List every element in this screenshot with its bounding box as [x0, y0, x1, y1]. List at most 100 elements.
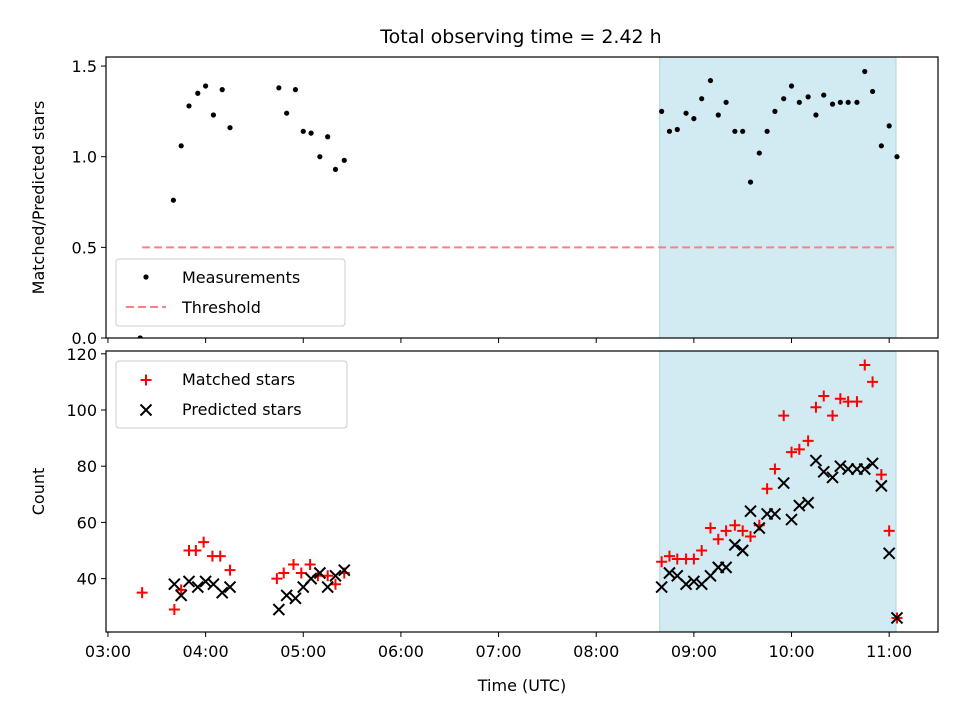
- point-measurements: [862, 68, 868, 75]
- point-predicted-stars: [785, 513, 798, 526]
- point-predicted-stars: [191, 580, 205, 594]
- y-tick-label: 1.5: [72, 57, 97, 76]
- legend-label-matched: Matched stars: [182, 370, 295, 389]
- point-predicted-stars: [793, 499, 806, 512]
- point-predicted-stars: [223, 580, 237, 594]
- point-predicted-stars: [744, 504, 757, 518]
- legend-label-predicted: Predicted stars: [182, 400, 302, 419]
- point-predicted-stars: [329, 569, 342, 583]
- point-predicted-stars: [272, 603, 286, 616]
- point-predicted-stars: [304, 572, 318, 585]
- point-predicted-stars: [817, 465, 830, 479]
- point-matched-stars: [818, 390, 830, 402]
- point-matched-stars: [778, 410, 790, 422]
- point-predicted-stars: [199, 575, 212, 588]
- x-tick-label: 05:00: [280, 642, 326, 661]
- point-measurements: [715, 112, 721, 118]
- point-predicted-stars: [280, 589, 293, 602]
- point-measurements: [723, 99, 729, 105]
- point-matched-stars: [851, 396, 863, 408]
- point-matched-stars: [875, 469, 887, 481]
- point-predicted-stars: [663, 566, 676, 580]
- point-measurements: [699, 96, 705, 102]
- x-tick-label: 09:00: [671, 642, 717, 661]
- axes-frame: [105, 56, 939, 339]
- point-measurements: [292, 87, 299, 93]
- point-measurements: [325, 134, 331, 140]
- point-matched-stars: [737, 525, 749, 537]
- point-matched-stars: [793, 443, 805, 455]
- count-panel: 40 60 80 100 120 03:00 04:00 05:00 06:00 07:00 08:…: [29, 345, 939, 695]
- y-tick-label: 40: [77, 570, 97, 589]
- point-measurements: [227, 125, 233, 131]
- point-predicted-stars: [719, 561, 733, 574]
- point-matched-stars: [827, 410, 839, 422]
- point-measurements: [878, 143, 884, 149]
- legend-box: [115, 360, 348, 429]
- point-predicted-stars: [321, 580, 334, 594]
- point-predicted-stars: [736, 544, 749, 557]
- legend-box: [115, 258, 346, 327]
- point-matched-stars: [198, 536, 210, 548]
- ratio-panel: 0.0 0.5 1.0 1.5 Matched/Predicted stars Measu…: [29, 56, 939, 348]
- point-matched-stars: [688, 553, 700, 565]
- x-tick-label: 06:00: [378, 642, 424, 661]
- point-matched-stars: [720, 525, 732, 537]
- point-predicted-stars: [841, 462, 855, 476]
- legend-label-threshold: Threshold: [181, 298, 261, 317]
- point-measurements: [300, 128, 306, 134]
- point-measurements: [781, 96, 787, 102]
- point-measurements: [203, 83, 209, 89]
- point-measurements: [764, 128, 770, 134]
- point-matched-stars: [304, 559, 316, 571]
- point-matched-stars: [712, 533, 724, 545]
- point-matched-stars: [834, 393, 846, 405]
- legend-marker-predicted: [139, 403, 153, 417]
- point-matched-stars: [859, 359, 871, 371]
- point-measurements: [674, 126, 680, 133]
- point-predicted-stars: [728, 538, 742, 552]
- point-matched-stars: [190, 545, 202, 557]
- point-predicted-stars: [834, 460, 847, 473]
- point-predicted-stars: [174, 589, 188, 602]
- point-predicted-stars: [289, 592, 302, 605]
- point-matched-stars: [136, 587, 148, 599]
- y-tick-label: 100: [66, 401, 97, 420]
- point-predicted-stars: [809, 454, 823, 467]
- point-measurements: [886, 123, 892, 129]
- point-matched-stars: [696, 545, 708, 557]
- point-predicted-stars: [882, 547, 896, 560]
- point-matched-stars: [769, 463, 781, 475]
- y-tick-label: 0.0: [72, 329, 97, 348]
- point-matched-stars: [175, 584, 187, 596]
- point-measurements: [666, 128, 673, 134]
- point-measurements: [341, 157, 347, 163]
- point-measurements: [813, 112, 819, 118]
- data-points: [137, 68, 900, 338]
- point-predicted-stars: [753, 521, 766, 535]
- point-measurements: [178, 143, 184, 149]
- shaded-observing-window: [659, 350, 897, 633]
- point-predicted-stars: [182, 575, 196, 588]
- point-predicted-stars: [338, 563, 351, 577]
- shaded-observing-window: [659, 56, 897, 339]
- y-tick-label: 80: [77, 457, 97, 476]
- point-predicted-stars: [215, 586, 229, 599]
- point-matched-stars: [867, 376, 879, 388]
- point-predicted-stars: [826, 471, 839, 484]
- point-measurements: [332, 166, 339, 172]
- point-matched-stars: [729, 519, 741, 531]
- point-measurements: [195, 90, 201, 96]
- legend-marker-measurements: [143, 274, 149, 280]
- point-measurements: [869, 88, 876, 95]
- x-tick-label: 03:00: [85, 642, 131, 661]
- y-tick-label: 1.0: [72, 148, 97, 167]
- point-matched-stars: [224, 564, 236, 576]
- point-measurements: [276, 85, 282, 91]
- y-tick-label: 0.5: [72, 238, 97, 257]
- point-measurements: [210, 112, 217, 118]
- point-matched-stars: [278, 567, 290, 579]
- legend-marker-matched: [140, 374, 152, 386]
- point-measurements: [845, 99, 851, 105]
